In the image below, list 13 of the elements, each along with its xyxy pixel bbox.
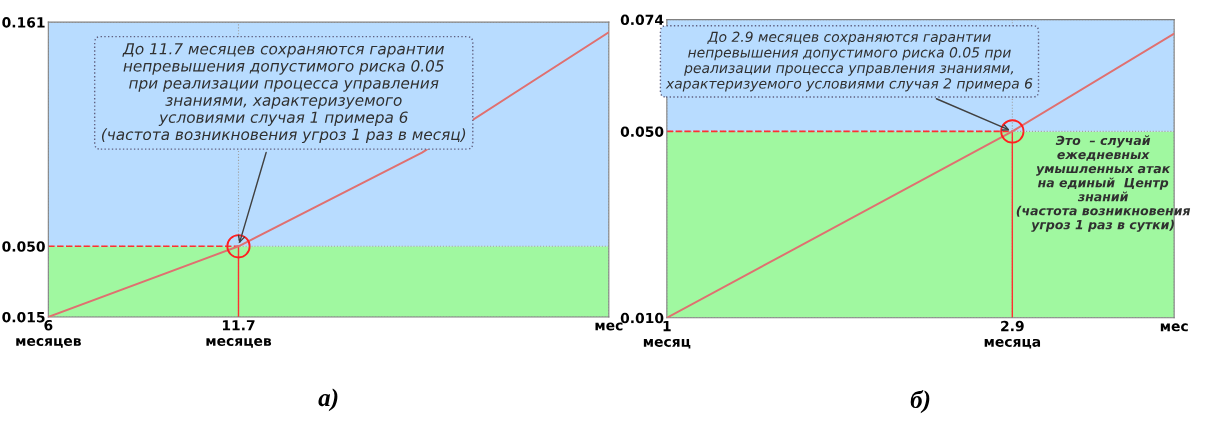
- x-tick-label: 2.9 месяца: [984, 320, 1041, 349]
- x-tick-label: мес: [1160, 323, 1188, 332]
- y-tick-label: 0.074: [620, 14, 664, 26]
- text: б): [910, 389, 930, 414]
- y-tick-label: 0.050: [620, 126, 664, 137]
- x-tick-label: мес: [595, 322, 623, 331]
- y-tick-label: 0.161: [2, 17, 45, 28]
- x-tick-label: 11.7 месяцев: [206, 320, 272, 348]
- text: а): [318, 388, 338, 412]
- annotation: До 2.9 месяцев сохраняются гарантии непревышения допустимого риска 0.05 при реализации процесса управления знаниями, характеризуемого условиями случая 2 примера 6: [665, 31, 1033, 92]
- annotation: До 11.7 месяцев сохраняются гарантии непревышения допустимого риска 0.05 при реализации процесса управления знаниями, характеризуемого условиями случая 1 примера 6 (частота возникновения угроз 1 раз в месяц): [101, 43, 466, 144]
- y-tick-label: 0.050: [2, 241, 45, 252]
- annotation: Это – случай ежедневных умышленных атак на единый Центр знаний (частота возникновения угроз 1 раз в сутки): [1016, 135, 1191, 232]
